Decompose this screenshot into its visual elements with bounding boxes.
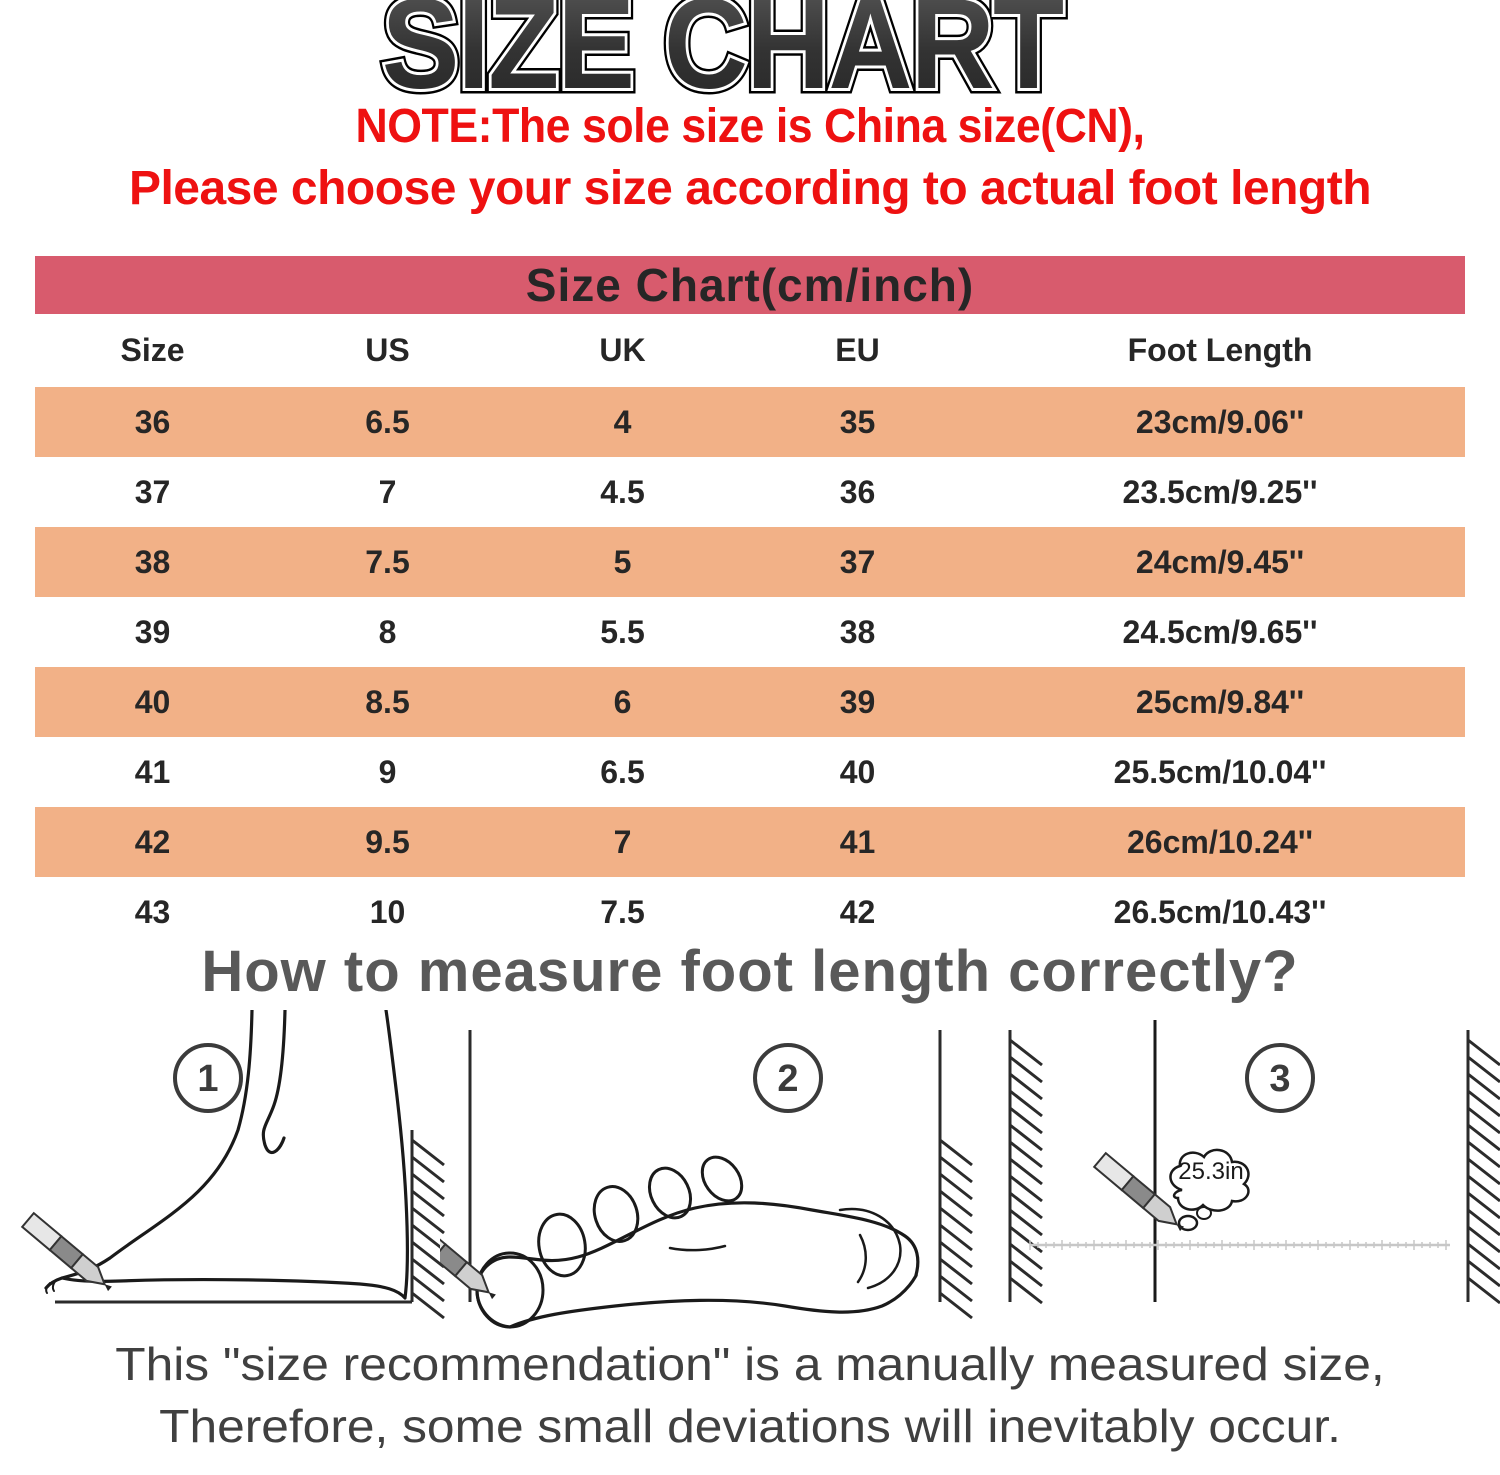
svg-text:2: 2: [777, 1058, 798, 1100]
svg-text:1: 1: [197, 1058, 218, 1100]
svg-text:3: 3: [1269, 1058, 1290, 1100]
svg-text:25.3in: 25.3in: [1178, 1158, 1243, 1185]
